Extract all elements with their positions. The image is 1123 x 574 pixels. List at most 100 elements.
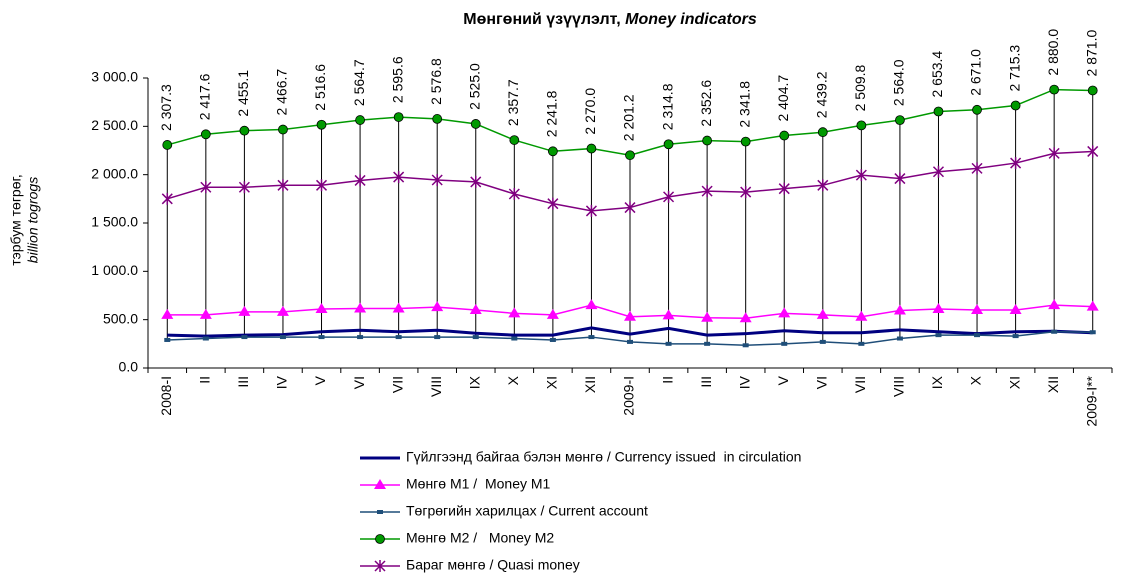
marker	[701, 311, 714, 322]
data-label: 2 564.7	[351, 59, 367, 106]
marker	[778, 182, 790, 195]
marker	[701, 185, 713, 198]
legend-label: Мөнгө М2 / Money M2	[406, 530, 554, 546]
marker	[508, 307, 521, 318]
marker	[508, 188, 520, 200]
x-tick-label: II	[659, 376, 675, 384]
marker	[393, 112, 404, 122]
data-label: 2 880.0	[1045, 29, 1061, 76]
marker	[663, 190, 675, 203]
data-label: 2 466.7	[274, 69, 290, 116]
x-tick-label: III	[235, 376, 251, 388]
y-tick-label: 0.0	[119, 359, 139, 375]
y-axis-title: тэрбум төгрөг, billion togrogs	[8, 174, 41, 266]
marker	[858, 341, 865, 346]
marker	[1010, 157, 1022, 170]
data-label: 2 270.0	[582, 88, 598, 135]
data-label: 2 341.8	[736, 81, 752, 128]
marker	[395, 335, 402, 340]
marker	[434, 335, 441, 340]
data-label: 2 201.2	[621, 94, 637, 141]
marker	[549, 337, 556, 342]
marker	[470, 119, 481, 129]
data-label: 2 357.7	[505, 79, 521, 126]
data-label: 2 564.0	[891, 59, 907, 106]
marker	[164, 337, 171, 342]
x-tick-label: VII	[389, 376, 405, 393]
marker	[278, 124, 288, 135]
marker	[1009, 304, 1022, 314]
y-tick-label: 3 000.0	[91, 69, 138, 85]
marker	[855, 310, 868, 321]
data-label: 2 314.8	[659, 83, 675, 130]
marker	[588, 335, 595, 340]
marker	[279, 335, 286, 340]
marker	[586, 143, 597, 154]
marker	[393, 171, 405, 184]
marker	[354, 174, 366, 187]
marker	[1010, 100, 1021, 111]
y-tick-label: 2 000.0	[91, 165, 138, 181]
marker	[547, 197, 559, 210]
x-tick-label: VI	[814, 376, 830, 389]
data-label: 2 241.8	[544, 90, 560, 137]
marker	[1087, 85, 1098, 96]
x-tick-label: IV	[736, 375, 752, 389]
legend-label: Гүйлгээнд байгаа бэлэн мөнгө / Currency …	[406, 449, 801, 465]
data-label: 2 455.1	[235, 70, 251, 117]
marker	[624, 201, 636, 214]
data-label: 2 307.3	[158, 84, 174, 131]
marker	[896, 336, 903, 341]
marker	[355, 115, 365, 125]
marker	[161, 192, 173, 205]
x-tick-label: III	[698, 376, 714, 388]
marker	[665, 341, 672, 346]
y-tick-label: 2 500.0	[91, 117, 138, 133]
x-tick-label: X	[505, 375, 521, 385]
marker	[972, 104, 982, 115]
marker	[392, 302, 405, 313]
x-tick-label: 2008-I	[158, 376, 174, 416]
marker	[895, 115, 905, 126]
marker	[202, 336, 209, 341]
marker	[357, 335, 364, 340]
legend-entry: Мөнгө М2 / Money M2	[360, 530, 554, 546]
marker	[431, 173, 443, 186]
legend-marker	[374, 560, 386, 572]
x-tick-label: VIII	[891, 376, 907, 397]
marker	[932, 165, 945, 178]
marker	[781, 341, 788, 346]
marker	[547, 146, 558, 157]
x-tick-label: V	[312, 375, 328, 385]
marker	[1012, 334, 1019, 339]
marker	[276, 305, 289, 316]
x-tick-label: 2009-I	[621, 376, 637, 416]
legend-label: Төгрөгийн харилцах / Current account	[406, 503, 648, 519]
marker	[318, 335, 325, 340]
marker	[469, 304, 482, 314]
y-label-en: billion togrogs	[25, 177, 41, 263]
marker	[431, 301, 444, 312]
marker	[585, 204, 597, 217]
x-tick-label: XI	[544, 376, 560, 389]
marker	[627, 339, 633, 344]
marker	[662, 309, 675, 320]
marker	[432, 114, 443, 124]
series-line	[167, 326, 1093, 338]
x-tick-label: VIII	[428, 376, 444, 397]
marker	[200, 181, 212, 194]
marker	[704, 341, 711, 346]
y-tick-label: 1 000.0	[91, 262, 138, 278]
y-tick-label: 1 500.0	[91, 214, 138, 230]
x-tick-label: 2009-I**	[1083, 375, 1099, 426]
marker	[971, 162, 983, 175]
data-label: 2 439.2	[814, 71, 830, 118]
marker	[816, 308, 829, 319]
data-label: 2 525.0	[466, 63, 482, 110]
marker	[1048, 299, 1061, 310]
data-label: 2 352.6	[698, 80, 714, 127]
legend-entry: Бараг мөнгө / Quasi money	[360, 557, 580, 573]
marker	[585, 299, 598, 310]
marker	[819, 339, 826, 344]
marker	[1051, 329, 1058, 334]
